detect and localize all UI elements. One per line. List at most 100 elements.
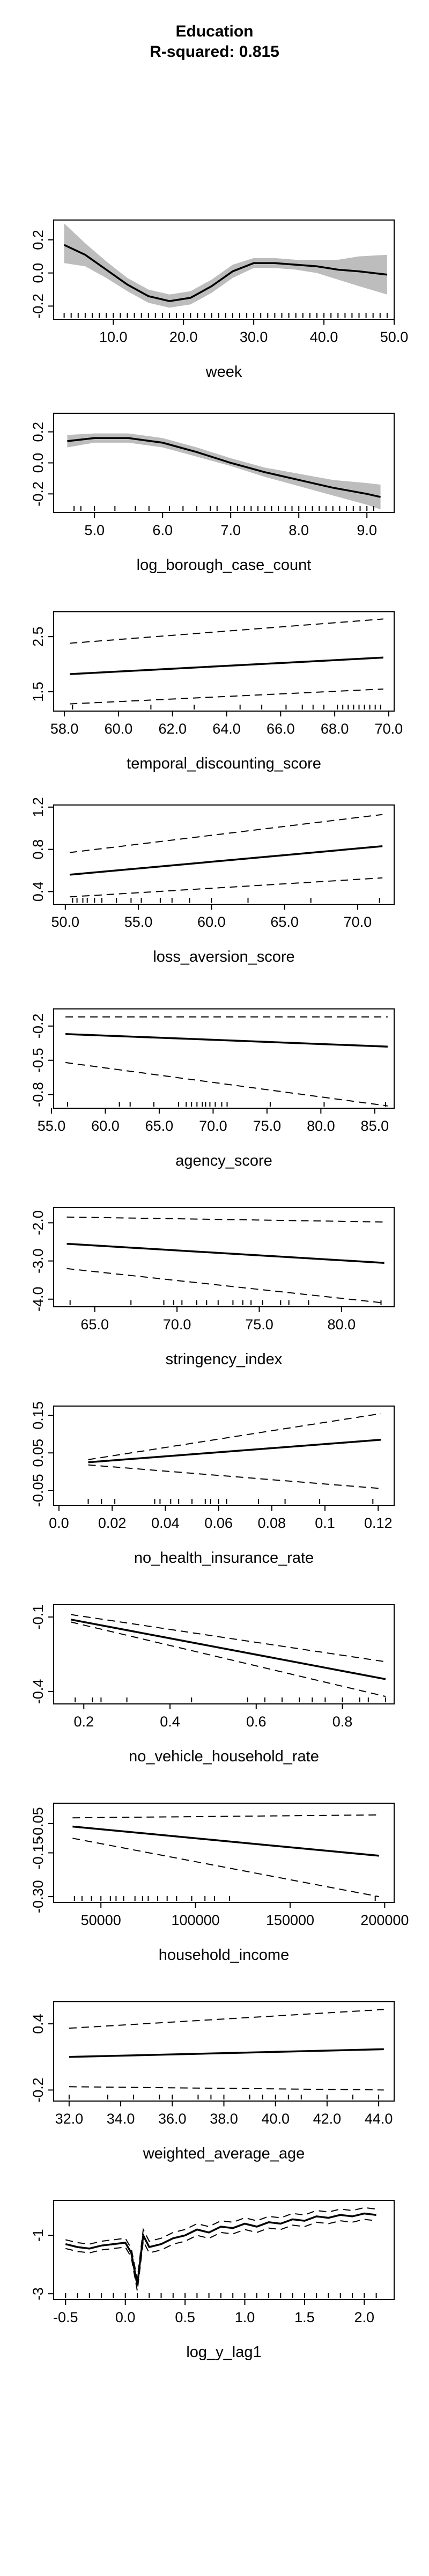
y-tick-label: -2.0	[30, 1210, 46, 1235]
panel-8: 0.2 0.4 0.6 0.8 -0.1 -0.4 no_vehicle_household…	[30, 1604, 395, 1765]
lower-bound-line	[70, 1621, 386, 1697]
x-tick-label: 38.0	[210, 2111, 238, 2127]
x-tick-label: 6.0	[152, 522, 173, 538]
y-tick-label: -0.4	[30, 1679, 46, 1704]
x-axis-label: log_y_lag1	[186, 2344, 261, 2361]
x-axis-label: stringency_index	[166, 1351, 283, 1368]
x-tick-label: 200000	[360, 1912, 409, 1928]
plot-frame	[53, 1604, 395, 1704]
x-tick-label: 70.0	[344, 914, 372, 930]
x-tick-label: 40.0	[261, 2111, 290, 2127]
y-tick-label: 0.05	[30, 1439, 46, 1467]
rug	[87, 1499, 374, 1504]
panel-10: 32.0 34.0 36.0 38.0 40.0 42.0 44.0 -0.2 0.4 weigh…	[30, 2001, 395, 2162]
x-axis-label: week	[205, 363, 242, 380]
fit-line	[63, 244, 388, 302]
panel-9: 50000 100000 150000 200000 -0.05-0.15 -0.30 ho…	[30, 1803, 409, 1964]
x-tick-label: 75.0	[253, 1118, 282, 1134]
x-tick-label: 100000	[172, 1912, 220, 1928]
confidence-band	[64, 223, 387, 308]
x-tick-label: 70.0	[375, 721, 403, 737]
plot-frame	[53, 2200, 395, 2300]
x-tick-label: 5.0	[84, 522, 105, 538]
x-tick-label: 32.0	[55, 2111, 84, 2127]
plot-frame	[53, 1207, 395, 1307]
x-tick-label: 58.0	[50, 721, 79, 737]
y-tick-label: -3	[30, 2287, 46, 2300]
y-axis: -0.05-0.15 -0.30	[30, 1807, 54, 1913]
x-tick-label: 0.4	[160, 1714, 180, 1730]
lower-bound-line	[65, 2219, 376, 2291]
y-tick-label: -0.15	[30, 1836, 46, 1870]
y-axis: -1 -3	[30, 2229, 54, 2300]
x-tick-label: 0.5	[175, 2309, 195, 2325]
x-tick-label: 36.0	[158, 2111, 187, 2127]
y-tick-label: -0.30	[30, 1880, 46, 1913]
x-tick-label: 0.2	[73, 1714, 94, 1730]
y-axis: -0.2 0.4	[30, 2014, 54, 2103]
x-tick-label: 70.0	[163, 1316, 191, 1333]
x-tick-label: 2.0	[354, 2309, 375, 2325]
rug	[69, 1300, 382, 1305]
upper-bound-line	[69, 2009, 384, 2029]
rug	[65, 2293, 377, 2298]
plot-frame	[53, 611, 395, 712]
upper-bound-line	[69, 814, 383, 853]
x-tick-label: 30.0	[240, 329, 268, 345]
x-axis: 32.0 34.0 36.0 38.0 40.0 42.0 44.0	[55, 2101, 393, 2127]
y-axis: -0.2 -0.5 -0.8	[30, 1014, 54, 1107]
x-tick-label: 0.12	[364, 1515, 393, 1531]
x-tick-label: 65.0	[80, 1316, 109, 1333]
x-axis: 50.0 55.0 60.0 65.0 70.0	[51, 904, 372, 930]
x-axis-label: weighted_average_age	[143, 2145, 305, 2162]
upper-bound-line	[66, 1216, 384, 1223]
upper-bound-line	[88, 1413, 381, 1460]
y-tick-label: -0.2	[30, 294, 46, 319]
panel-11: -0.5 0.0 0.5 1.0 1.5 2.0 -1 -3 log_y_lag1	[30, 2200, 395, 2361]
y-tick-label: -0.05	[30, 1807, 46, 1840]
y-tick-label: -0.05	[30, 1474, 46, 1507]
fit-line	[88, 1439, 381, 1463]
panel-2: 5.0 6.0 7.0 8.0 9.0 -0.2 0.0 0.2 log_borough_cas…	[30, 413, 395, 574]
y-tick-label: 1.5	[30, 682, 46, 702]
plot-frame	[53, 1406, 395, 1506]
x-tick-label: 150000	[266, 1912, 314, 1928]
x-axis: 0.2 0.4 0.6 0.8	[73, 1704, 352, 1730]
x-tick-label: 34.0	[107, 2111, 135, 2127]
y-tick-label: 0.8	[30, 839, 46, 860]
y-tick-label: 0.0	[30, 263, 46, 283]
x-tick-label: 0.1	[315, 1515, 335, 1531]
x-tick-label: 0.8	[332, 1714, 353, 1730]
x-tick-label: 1.5	[294, 2309, 315, 2325]
y-tick-label: 2.5	[30, 626, 46, 647]
fit-line	[72, 1825, 379, 1857]
upper-bound-line	[70, 618, 383, 644]
x-tick-label: 9.0	[357, 522, 377, 538]
x-tick-label: 10.0	[99, 329, 128, 345]
y-tick-label: 0.15	[30, 1401, 46, 1430]
fit-line	[66, 1242, 384, 1264]
x-tick-label: 0.08	[258, 1515, 286, 1531]
x-tick-label: 20.0	[169, 329, 198, 345]
y-tick-label: -0.2	[30, 481, 46, 507]
x-axis-label: log_borough_case_count	[137, 557, 312, 574]
x-axis-label: temporal_discounting_score	[127, 755, 321, 772]
y-tick-label: -1	[30, 2229, 46, 2242]
y-tick-label: -0.2	[30, 2077, 46, 2103]
plot-frame	[53, 2001, 395, 2102]
panel-1: 10.0 20.0 30.0 40.0 50.0 -0.2 0.0 0.2 week	[30, 219, 409, 380]
y-tick-label: -3.0	[30, 1248, 46, 1274]
x-tick-label: 80.0	[307, 1118, 335, 1134]
x-tick-label: 0.02	[98, 1515, 127, 1531]
lower-bound-line	[72, 1838, 379, 1898]
x-tick-label: 50.0	[380, 329, 409, 345]
y-tick-label: -4.0	[30, 1287, 46, 1312]
fit-line	[67, 437, 381, 498]
lower-bound-line	[65, 1062, 388, 1107]
lower-bound-line	[70, 688, 383, 705]
x-tick-label: 75.0	[245, 1316, 273, 1333]
x-axis: 5.0 6.0 7.0 8.0 9.0	[84, 513, 377, 538]
lower-bound-line	[88, 1464, 381, 1489]
panels: 10.0 20.0 30.0 40.0 50.0 -0.2 0.0 0.2 week 5.0 6.0…	[30, 219, 409, 2361]
x-tick-label: 85.0	[361, 1118, 389, 1134]
